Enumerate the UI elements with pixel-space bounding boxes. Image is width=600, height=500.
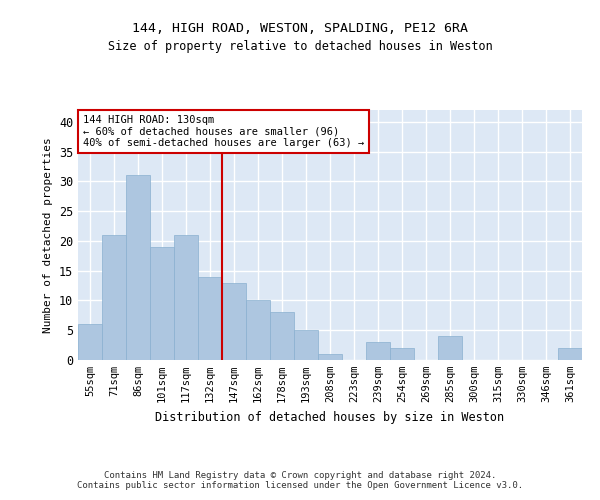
Bar (294, 330, 318, 360)
X-axis label: Distribution of detached houses by size in Weston: Distribution of detached houses by size … (155, 410, 505, 424)
Text: 144 HIGH ROAD: 130sqm
← 60% of detached houses are smaller (96)
40% of semi-deta: 144 HIGH ROAD: 130sqm ← 60% of detached … (83, 115, 364, 148)
Bar (78, 324, 102, 360)
Bar (102, 235, 126, 360)
Bar (222, 282, 246, 360)
Bar (270, 312, 294, 360)
Text: Contains HM Land Registry data © Crown copyright and database right 2024.
Contai: Contains HM Land Registry data © Crown c… (77, 470, 523, 490)
Text: 144, HIGH ROAD, WESTON, SPALDING, PE12 6RA: 144, HIGH ROAD, WESTON, SPALDING, PE12 6… (132, 22, 468, 36)
Bar (366, 342, 390, 360)
Bar (174, 235, 198, 360)
Bar (438, 336, 462, 360)
Y-axis label: Number of detached properties: Number of detached properties (43, 137, 53, 333)
Bar (558, 348, 582, 360)
Bar (318, 354, 342, 360)
Bar (150, 247, 174, 360)
Text: Size of property relative to detached houses in Weston: Size of property relative to detached ho… (107, 40, 493, 53)
Bar (126, 176, 150, 360)
Bar (390, 348, 414, 360)
Bar (246, 300, 270, 360)
Bar (198, 276, 222, 360)
